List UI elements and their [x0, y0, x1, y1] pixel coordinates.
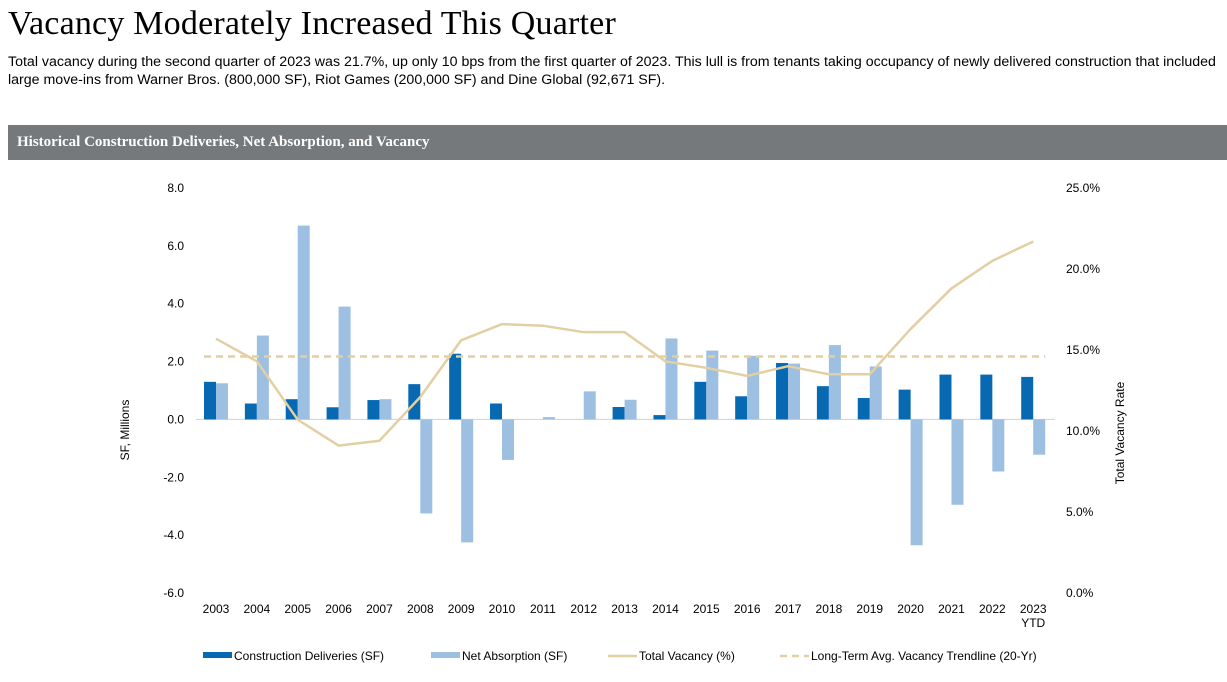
y-axis-label: SF, Millions — [118, 400, 132, 461]
absorption-bar-2013 — [624, 399, 637, 420]
x-tick-label-2018: 2018 — [816, 602, 843, 616]
absorption-bar-2011 — [542, 417, 555, 420]
legend-deliveries: Construction Deliveries (SF) — [203, 649, 384, 663]
legend-trendline-label: Long-Term Avg. Vacancy Trendline (20-Yr) — [811, 649, 1037, 663]
absorption-bar-2008 — [420, 419, 433, 514]
legend-trendline: Long-Term Avg. Vacancy Trendline (20-Yr) — [780, 649, 1037, 663]
y-tick-label: 8.0 — [167, 181, 184, 195]
y2-tick-label: 25.0% — [1066, 181, 1100, 195]
legend-deliveries-swatch — [203, 652, 232, 658]
legend-deliveries-label: Construction Deliveries (SF) — [234, 649, 384, 663]
deliveries-bar-2003 — [204, 381, 216, 420]
y-tick-label: 2.0 — [167, 355, 184, 369]
deliveries-bar-2013 — [612, 406, 625, 420]
deliveries-bar-2015 — [694, 381, 707, 420]
y2-tick-label: 5.0% — [1066, 505, 1094, 519]
deliveries-bar-2021 — [939, 374, 952, 420]
x-tick-label-2005: 2005 — [284, 602, 311, 616]
deliveries-bar-2019 — [857, 398, 870, 420]
x-tick-label-2009: 2009 — [448, 602, 475, 616]
absorption-bar-2010 — [502, 419, 515, 460]
x-tick-label-2003: 2003 — [203, 602, 230, 616]
y-axis-ticks: 8.0 6.0 4.0 2.0 0.0 -2.0 -4.0 -6.0 — [163, 181, 184, 600]
absorption-bar-2021 — [951, 419, 964, 505]
deliveries-bar-2010 — [490, 403, 503, 420]
legend-absorption: Net Absorption (SF) — [431, 649, 567, 663]
x-tick-label-2013: 2013 — [611, 602, 638, 616]
deliveries-bar-2014 — [653, 415, 666, 420]
x-tick-label-2006: 2006 — [325, 602, 352, 616]
absorption-bar-2005 — [297, 225, 310, 420]
y-tick-label: -6.0 — [163, 586, 184, 600]
legend-vacancy: Total Vacancy (%) — [608, 649, 735, 663]
absorption-bar-2022 — [992, 419, 1005, 472]
deliveries-bar-2004 — [244, 403, 257, 420]
bars-group — [204, 225, 1046, 546]
chart-header-bar: Historical Construction Deliveries, Net … — [8, 125, 1227, 160]
y2-tick-label: 15.0% — [1066, 343, 1100, 357]
absorption-bar-2017 — [788, 363, 801, 420]
x-tick-label-2011: 2011 — [530, 602, 556, 616]
x-tick-label-2017: 2017 — [775, 602, 802, 616]
x-tick-label-2020: 2020 — [897, 602, 924, 616]
x-tick-label-2004: 2004 — [244, 602, 271, 616]
absorption-bar-2016 — [747, 355, 760, 420]
vacancy-line-series — [215, 240, 1034, 447]
chart-title: Historical Construction Deliveries, Net … — [17, 134, 430, 150]
absorption-bar-2012 — [583, 391, 596, 420]
x-tick-label-2019: 2019 — [856, 602, 883, 616]
x-tick-label-2010: 2010 — [489, 602, 516, 616]
deliveries-bar-2023-ytd — [1021, 376, 1034, 420]
absorption-bar-2006 — [338, 306, 351, 420]
y-tick-label: -4.0 — [163, 528, 184, 542]
legend-vacancy-label: Total Vacancy (%) — [639, 649, 735, 663]
x-tick-label-2007: 2007 — [366, 602, 393, 616]
absorption-bar-2003 — [216, 383, 228, 420]
y-tick-label: 4.0 — [167, 297, 184, 311]
y-tick-label: -2.0 — [163, 470, 184, 484]
absorption-bar-2023-ytd — [1033, 419, 1046, 455]
legend: Construction Deliveries (SF) Net Absorpti… — [203, 649, 1037, 663]
absorption-bar-2019 — [869, 366, 882, 420]
x-tick-label-2016: 2016 — [734, 602, 761, 616]
y2-tick-label: 20.0% — [1066, 262, 1100, 276]
x-axis-labels: 2003 2004 2005 2006 2007 2008 2009 2010 2011 2012… — [203, 602, 1047, 630]
deliveries-bar-2007 — [367, 400, 380, 420]
deliveries-bar-2022 — [980, 374, 993, 420]
absorption-bar-2007 — [379, 399, 392, 420]
x-tick-label-2008: 2008 — [407, 602, 434, 616]
deliveries-bar-2016 — [735, 396, 748, 420]
x-tick-label-2015: 2015 — [693, 602, 720, 616]
x-tick-label-2014: 2014 — [652, 602, 679, 616]
absorption-bar-2020 — [910, 419, 923, 546]
y2-axis-ticks: 25.0% 20.0% 15.0% 10.0% 5.0% 0.0% — [1066, 181, 1100, 600]
x-tick-label-2023-ytd: 2023 YTD — [1020, 602, 1047, 630]
y-tick-label: 6.0 — [167, 239, 184, 253]
y2-tick-label: 10.0% — [1066, 424, 1100, 438]
x-tick-label-2021: 2021 — [938, 602, 965, 616]
y2-tick-label: 0.0% — [1066, 586, 1094, 600]
deliveries-bar-2017 — [776, 363, 789, 420]
deliveries-bar-2018 — [816, 386, 829, 420]
absorption-bar-2014 — [665, 338, 678, 420]
absorption-bar-2018 — [828, 345, 841, 420]
deliveries-bar-2006 — [326, 407, 339, 420]
x-tick-label-2022: 2022 — [979, 602, 1006, 616]
legend-absorption-swatch — [431, 652, 460, 658]
absorption-bar-2015 — [706, 350, 719, 420]
deliveries-bar-2020 — [898, 389, 911, 420]
x-tick-label-2012: 2012 — [570, 602, 597, 616]
deliveries-bar-2009 — [449, 353, 462, 420]
legend-absorption-label: Net Absorption (SF) — [462, 649, 567, 663]
absorption-bar-2009 — [461, 419, 474, 543]
page-title: Vacancy Moderately Increased This Quarte… — [8, 5, 616, 42]
lines-group — [204, 240, 1046, 447]
intro-paragraph: Total vacancy during the second quarter … — [8, 54, 1216, 88]
y2-axis-label: Total Vacancy Rate — [1113, 381, 1127, 484]
y-tick-label: 0.0 — [167, 412, 184, 426]
